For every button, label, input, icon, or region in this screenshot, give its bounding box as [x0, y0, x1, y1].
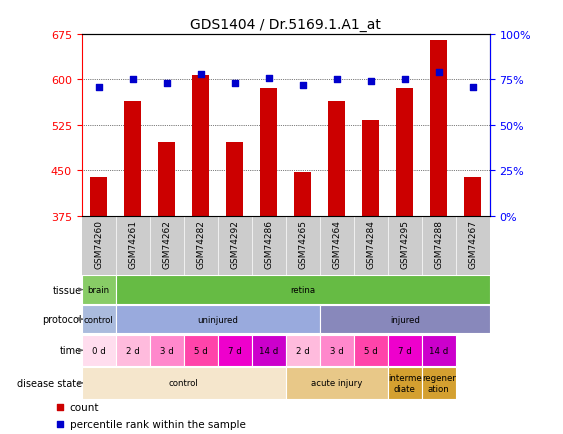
- Bar: [158, 143, 175, 217]
- Bar: [226, 143, 243, 217]
- Bar: [328, 102, 345, 217]
- Point: [162, 80, 171, 87]
- Bar: [354, 335, 388, 366]
- Text: count: count: [70, 402, 99, 412]
- Text: time: time: [60, 345, 82, 355]
- Text: control: control: [84, 315, 114, 324]
- Bar: [192, 76, 209, 217]
- Text: disease state: disease state: [16, 378, 82, 388]
- Bar: [320, 335, 354, 366]
- Bar: [218, 335, 252, 366]
- Point: [468, 84, 477, 91]
- Bar: [430, 41, 447, 217]
- Point: [298, 82, 307, 89]
- Point: [196, 71, 205, 78]
- Bar: [82, 335, 115, 366]
- Text: GSM74262: GSM74262: [162, 220, 171, 268]
- Bar: [90, 177, 107, 217]
- Point: [434, 69, 443, 76]
- Bar: [260, 89, 277, 217]
- Text: 14 d: 14 d: [259, 346, 278, 355]
- Bar: [124, 102, 141, 217]
- Text: 14 d: 14 d: [429, 346, 448, 355]
- Text: control: control: [169, 378, 199, 388]
- Bar: [422, 367, 456, 398]
- Bar: [150, 335, 184, 366]
- Bar: [388, 367, 422, 398]
- Text: GSM74267: GSM74267: [468, 220, 477, 268]
- Bar: [388, 335, 422, 366]
- Text: uninjured: uninjured: [197, 315, 238, 324]
- Text: GSM74284: GSM74284: [367, 220, 376, 268]
- Text: tissue: tissue: [52, 285, 82, 295]
- Bar: [396, 89, 413, 217]
- Point: [400, 77, 409, 84]
- Text: retina: retina: [290, 286, 315, 294]
- Text: 7 d: 7 d: [398, 346, 412, 355]
- Bar: [82, 305, 115, 334]
- Text: GSM74295: GSM74295: [400, 220, 409, 268]
- Text: 5 d: 5 d: [194, 346, 208, 355]
- Text: acute injury: acute injury: [311, 378, 363, 388]
- Bar: [115, 305, 320, 334]
- Text: brain: brain: [88, 286, 110, 294]
- Text: 5 d: 5 d: [364, 346, 378, 355]
- Text: protocol: protocol: [42, 315, 82, 324]
- Text: 3 d: 3 d: [330, 346, 343, 355]
- Bar: [422, 335, 456, 366]
- Bar: [82, 276, 115, 304]
- Title: GDS1404 / Dr.5169.1.A1_at: GDS1404 / Dr.5169.1.A1_at: [190, 18, 381, 32]
- Text: GSM74261: GSM74261: [128, 220, 137, 268]
- Bar: [82, 367, 285, 398]
- Text: 2 d: 2 d: [296, 346, 310, 355]
- Point: [264, 75, 273, 82]
- Bar: [285, 367, 388, 398]
- Text: 3 d: 3 d: [160, 346, 173, 355]
- Text: 2 d: 2 d: [126, 346, 140, 355]
- Text: GSM74265: GSM74265: [298, 220, 307, 268]
- Text: GSM74260: GSM74260: [94, 220, 103, 268]
- Text: 0 d: 0 d: [92, 346, 105, 355]
- Text: injured: injured: [390, 315, 419, 324]
- Text: GSM74282: GSM74282: [196, 220, 205, 268]
- Point: [230, 80, 239, 87]
- Text: GSM74264: GSM74264: [332, 220, 341, 268]
- Text: interme
diate: interme diate: [388, 373, 422, 393]
- Text: GSM74288: GSM74288: [434, 220, 443, 268]
- Text: percentile rank within the sample: percentile rank within the sample: [70, 419, 245, 428]
- Text: GSM74286: GSM74286: [264, 220, 273, 268]
- Bar: [464, 177, 481, 217]
- Bar: [294, 173, 311, 217]
- Point: [56, 404, 65, 411]
- Point: [94, 84, 103, 91]
- Text: 7 d: 7 d: [228, 346, 242, 355]
- Point: [367, 79, 376, 85]
- Point: [332, 77, 341, 84]
- Bar: [184, 335, 218, 366]
- Bar: [252, 335, 286, 366]
- Bar: [115, 335, 150, 366]
- Point: [56, 420, 65, 427]
- Text: regener
ation: regener ation: [422, 373, 455, 393]
- Bar: [320, 305, 490, 334]
- Text: GSM74292: GSM74292: [230, 220, 239, 268]
- Point: [128, 77, 137, 84]
- Bar: [362, 121, 379, 217]
- Bar: [285, 335, 320, 366]
